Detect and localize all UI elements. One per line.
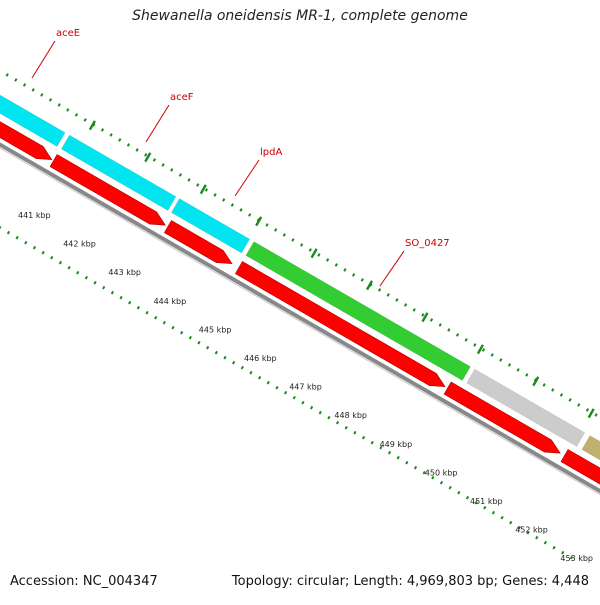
gene-bar-6 (581, 435, 600, 461)
label-leader-3 (234, 159, 260, 197)
gene-labels: aceE aceF lpdA SO_0427 (31, 28, 450, 287)
gene-label-4: SO_0427 (405, 238, 450, 249)
outer-major-tick (255, 216, 263, 227)
scale-label-1: 441 kbp (18, 211, 51, 220)
backbone-line (0, 142, 600, 494)
outer-major-tick (476, 344, 484, 355)
scale-label-3: 443 kbp (108, 268, 141, 277)
cds-track (0, 121, 600, 485)
label-leader-1 (31, 40, 56, 79)
cds-arrow-6 (560, 449, 600, 485)
accession-text: Accession: NC_004347 (10, 574, 158, 589)
scale-label-6: 446 kbp (244, 354, 277, 363)
scale-label-2: 442 kbp (63, 240, 96, 249)
scale-label-11: 451 kbp (470, 497, 503, 506)
scale-label-9: 449 kbp (380, 440, 413, 449)
gene-bar-3 (171, 198, 250, 254)
outer-major-tick (199, 184, 207, 195)
cds-arrow-2 (49, 154, 166, 226)
map-title: Shewanella oneidensis MR-1, complete gen… (132, 8, 468, 24)
gene-bar-5 (466, 368, 586, 447)
outer-major-tick (532, 376, 540, 387)
scale-label-13: 453 kbp (560, 554, 593, 563)
label-leader-2 (145, 104, 170, 143)
scale-label-4: 444 kbp (154, 297, 187, 306)
gene-label-3: lpdA (260, 147, 282, 158)
gene-bar-1 (0, 94, 66, 147)
outer-major-tick (144, 152, 152, 163)
outer-minor-ticks (0, 69, 600, 419)
scale-label-7: 447 kbp (289, 383, 322, 392)
scale-label-5: 445 kbp (199, 325, 232, 334)
backbone-shadow (0, 147, 600, 496)
cds-arrow-5 (443, 381, 561, 454)
cds-arrow-4 (234, 261, 446, 387)
gene-label-2: aceF (170, 92, 194, 103)
scale-ring: 441 kbp 442 kbp 443 kbp 444 kbp 445 kbp 446 k… (0, 211, 593, 564)
gene-bar-4 (245, 241, 471, 381)
label-leader-4 (379, 250, 405, 287)
outer-major-tick (365, 280, 374, 291)
outer-major-tick (421, 312, 429, 323)
outer-tick-ring (0, 69, 600, 419)
outer-major-tick (88, 120, 96, 131)
backbone (0, 142, 600, 496)
scale-dotted-ring (0, 226, 580, 564)
cds-arrow-1 (0, 121, 53, 160)
scale-label-10: 450 kbp (425, 468, 458, 477)
gene-feature-track (0, 94, 600, 461)
scale-label-12: 452 kbp (515, 526, 548, 535)
genome-summary-text: Topology: circular; Length: 4,969,803 bp… (231, 574, 589, 589)
outer-major-tick (587, 408, 595, 419)
scale-label-8: 448 kbp (334, 411, 367, 420)
cds-arrow-3 (163, 220, 233, 264)
gene-label-1: aceE (56, 28, 80, 39)
gene-bar-2 (61, 134, 177, 211)
outer-major-tick (310, 248, 318, 259)
